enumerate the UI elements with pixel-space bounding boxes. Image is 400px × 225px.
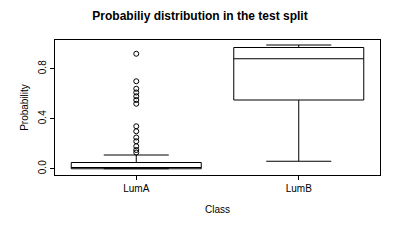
svg-text:Probability: Probability	[19, 84, 30, 131]
svg-text:0.8: 0.8	[37, 60, 48, 74]
svg-text:0.4: 0.4	[37, 110, 48, 124]
svg-text:0.0: 0.0	[37, 160, 48, 174]
svg-text:Probabiliy distribution in the: Probabiliy distribution in the test spli…	[92, 9, 307, 23]
svg-text:LumA: LumA	[123, 183, 149, 194]
svg-text:Class: Class	[205, 204, 230, 215]
svg-text:LumB: LumB	[286, 183, 312, 194]
